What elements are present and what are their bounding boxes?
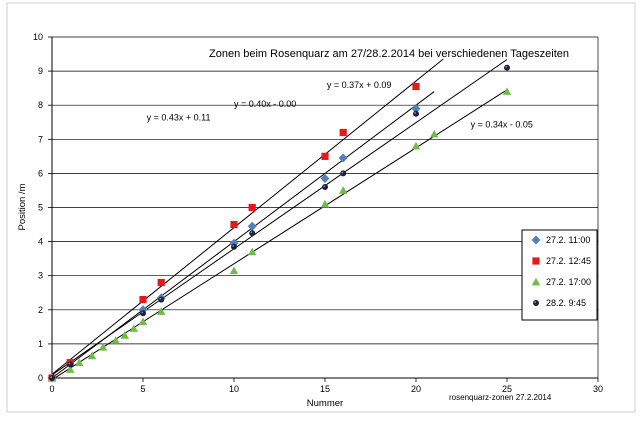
data-point-triangle bbox=[502, 87, 512, 95]
trendline-3 bbox=[51, 59, 508, 376]
data-point-circle bbox=[413, 110, 419, 117]
axes bbox=[48, 36, 599, 382]
data-point-triangle bbox=[339, 186, 348, 194]
x-tick-label: 20 bbox=[411, 384, 421, 394]
y-tick-label: 10 bbox=[33, 32, 43, 42]
data-point-triangle bbox=[138, 317, 148, 326]
data-point-triangle bbox=[87, 351, 97, 360]
data-point-triangle bbox=[411, 141, 421, 150]
data-point-circle-highlight bbox=[68, 362, 71, 365]
y-tick-label: 9 bbox=[38, 66, 43, 76]
data-point-circle-highlight bbox=[159, 297, 162, 300]
trendline-4 bbox=[51, 89, 508, 381]
x-tick-label: 15 bbox=[320, 384, 330, 394]
data-point-diamond bbox=[338, 153, 348, 163]
data-point-circle bbox=[322, 184, 328, 191]
legend-marker-triangle bbox=[531, 277, 541, 286]
data-point-triangle bbox=[229, 266, 239, 274]
y-tick-label: 1 bbox=[38, 339, 43, 349]
y-tick-label: 0 bbox=[38, 373, 43, 383]
chart-title: Zonen beim Rosenquarz am 27/28.2.2014 be… bbox=[209, 48, 569, 60]
legend-label: 27.2. 12:45 bbox=[546, 256, 591, 266]
data-point-circle bbox=[504, 64, 510, 71]
data-point-circle-highlight bbox=[232, 245, 235, 247]
x-tick-label: 30 bbox=[593, 384, 603, 394]
trendline-equation: y = 0.43x + 0.11 bbox=[147, 113, 211, 123]
data-point-triangle bbox=[430, 129, 439, 138]
data-point-circle bbox=[49, 375, 55, 381]
trendline-1 bbox=[51, 58, 444, 375]
y-axis-label: Position /m bbox=[17, 183, 28, 230]
trendline-equation: y = 0.40x - 0.00 bbox=[234, 99, 296, 109]
legend: 27.2. 11:00 27.2. 12:45 27.2. 17:00 28.2. 9… bbox=[521, 229, 598, 321]
data-point-square bbox=[230, 220, 238, 229]
data-point-circle bbox=[231, 243, 237, 250]
data-point-circle bbox=[249, 230, 256, 237]
x-tick-label: 25 bbox=[502, 384, 512, 394]
x-tick-label: 0 bbox=[49, 384, 54, 394]
x-tick-label: 5 bbox=[140, 384, 145, 394]
data-point-circle-highlight bbox=[250, 231, 253, 234]
data-points bbox=[47, 64, 512, 383]
trendline-equation: y = 0.37x + 0.09 bbox=[327, 80, 392, 90]
data-point-square bbox=[339, 128, 347, 137]
data-point-circle-highlight bbox=[50, 376, 53, 379]
y-tick-label: 8 bbox=[38, 100, 43, 110]
data-point-triangle bbox=[75, 358, 84, 367]
data-point-circle bbox=[140, 310, 146, 317]
legend-label: 28.2. 9:45 bbox=[546, 298, 586, 308]
legend-label: 27.2. 17:00 bbox=[546, 277, 591, 287]
data-point-triangle bbox=[66, 365, 75, 373]
x-axis-label: Nummer bbox=[307, 398, 343, 409]
data-point-square bbox=[321, 152, 329, 160]
data-point-square bbox=[157, 278, 165, 287]
tick-labels: 0 1 2 3 4 5 6 7 8 9 10 0 5 10 15 20 25 30 bbox=[33, 32, 603, 394]
legend-marker-circle bbox=[533, 300, 539, 306]
y-tick-label: 6 bbox=[38, 168, 43, 178]
trendlines: y = 0.43x + 0.11 y = 0.40x - 0.00 y = 0.37… bbox=[51, 58, 533, 381]
y-tick-label: 5 bbox=[38, 203, 43, 213]
trendline-equation: y = 0.34x - 0.05 bbox=[471, 119, 533, 129]
data-point-triangle bbox=[111, 336, 120, 344]
data-point-triangle bbox=[320, 199, 330, 208]
data-point-circle-highlight bbox=[323, 185, 326, 188]
data-point-circle-highlight bbox=[505, 65, 508, 68]
data-point-triangle bbox=[157, 307, 166, 315]
legend-label: 27.2. 11:00 bbox=[546, 235, 590, 245]
data-point-diamond bbox=[320, 174, 330, 184]
y-tick-label: 2 bbox=[38, 305, 43, 315]
data-point-circle bbox=[67, 361, 74, 368]
data-point-circle-highlight bbox=[414, 112, 417, 114]
legend-marker-diamond bbox=[531, 235, 541, 245]
legend-marker-square bbox=[532, 257, 540, 265]
y-tick-label: 7 bbox=[38, 134, 43, 144]
data-point-square bbox=[412, 82, 420, 91]
y-tick-label: 3 bbox=[38, 271, 43, 281]
data-point-square bbox=[139, 295, 147, 304]
footer-note: rosenquarz-zonen 27.2.2014 bbox=[449, 393, 552, 402]
data-point-diamond bbox=[411, 104, 421, 114]
data-point-circle-highlight bbox=[141, 311, 144, 314]
data-point-circle bbox=[158, 296, 165, 303]
x-tick-label: 10 bbox=[229, 384, 239, 394]
data-point-triangle bbox=[120, 331, 129, 339]
y-tick-label: 4 bbox=[38, 237, 43, 247]
data-point-triangle bbox=[248, 247, 257, 256]
data-point-square bbox=[248, 203, 256, 212]
data-point-triangle bbox=[129, 324, 139, 332]
data-point-circle bbox=[340, 170, 347, 177]
data-point-triangle bbox=[98, 343, 108, 351]
data-point-diamond bbox=[247, 221, 257, 231]
data-point-circle-highlight bbox=[341, 171, 344, 174]
legend-marker-circle-highlight bbox=[534, 301, 537, 304]
